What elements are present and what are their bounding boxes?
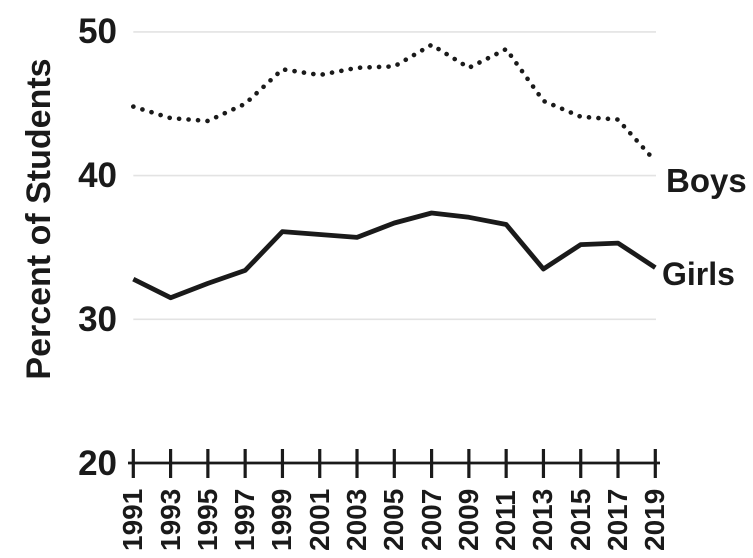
y-axis-title: Percent of Students <box>20 58 58 380</box>
x-tick-label: 2013 <box>527 488 559 551</box>
series-line-boys <box>131 42 658 164</box>
x-tick-label: 2015 <box>564 488 596 551</box>
x-tick-label: 1997 <box>229 488 261 551</box>
series-label-boys: Boys <box>666 162 747 199</box>
y-tick-label: 40 <box>78 156 117 196</box>
series-label-girls: Girls <box>662 256 735 292</box>
y-tick-label: 50 <box>78 12 117 52</box>
x-tick-label: 2017 <box>602 488 633 551</box>
x-tick-label: 2001 <box>303 488 335 551</box>
x-tick-label: 2007 <box>415 488 447 551</box>
x-tick-label: 2009 <box>452 488 484 551</box>
y-tick-label: 20 <box>78 443 117 483</box>
x-tick-label: 1995 <box>191 488 223 551</box>
x-tick-label: 2003 <box>341 488 372 551</box>
x-tick-label: 2019 <box>639 488 671 551</box>
x-tick-label: 1991 <box>117 488 149 551</box>
x-tick-label: 2005 <box>378 488 410 551</box>
x-tick-label: 2011 <box>490 490 522 551</box>
series-line-girls <box>132 210 657 301</box>
x-tick-label: 1993 <box>154 488 186 551</box>
x-tick-label: 1999 <box>266 488 298 551</box>
y-tick-label: 30 <box>78 299 117 339</box>
